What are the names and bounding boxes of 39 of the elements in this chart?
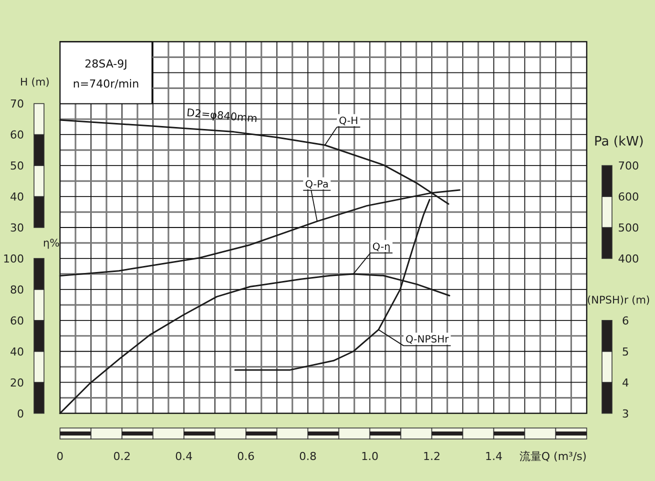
- x-tick-label: 1.4: [485, 450, 503, 463]
- x-tick-label: 1.2: [423, 450, 441, 463]
- x-tick-label: 0.8: [299, 450, 317, 463]
- y-axis-title: η%: [43, 237, 60, 250]
- y2-axis-title: (NPSH)r (m): [587, 294, 650, 306]
- x-tick-label: 0.6: [237, 450, 255, 463]
- y-tick-label: 30: [10, 222, 24, 234]
- y-tick-label: 60: [10, 128, 24, 142]
- text: Q-η: [372, 242, 391, 253]
- y2-tick-label: 3: [622, 407, 629, 420]
- text: Q-Pa: [305, 179, 329, 190]
- legend-label: Q-NPSHr: [406, 334, 450, 346]
- y-axis-title: H (m): [20, 76, 50, 89]
- x-tick-label: 0.4: [175, 450, 193, 463]
- text: Q-H: [338, 116, 358, 128]
- y-tick-label: 40: [10, 345, 24, 358]
- x-axis-title: 流量Q (m³/s): [519, 450, 587, 463]
- annotation: D2=φ840mm: [186, 107, 258, 126]
- x-tick-label: 0.2: [113, 450, 131, 463]
- y2-tick-label: 500: [618, 222, 639, 234]
- x-tick-label: 0: [56, 450, 64, 463]
- y2-tick-label: 6: [622, 314, 629, 328]
- y2-tick-label: 700: [618, 160, 639, 173]
- y-tick-label: 80: [10, 283, 24, 296]
- y-tick-label: 100: [3, 252, 24, 266]
- text: 28SA-9J: [84, 58, 128, 71]
- y2-tick-label: 400: [618, 252, 639, 266]
- y-tick-label: 40: [10, 190, 24, 204]
- y2-tick-label: 5: [622, 345, 629, 358]
- y2-tick-label: 4: [622, 376, 629, 390]
- y-tick-label: 20: [10, 376, 24, 390]
- y-tick-label: 60: [10, 314, 24, 328]
- y-tick-label: 50: [10, 160, 24, 173]
- x-tick-label: 1.0: [361, 450, 379, 463]
- y2-axis-title: Pa (kW): [594, 134, 644, 150]
- text: n=740r/min: [72, 78, 140, 91]
- y-tick-label: 70: [10, 98, 24, 111]
- y-tick-label: 0: [17, 407, 24, 420]
- y2-tick-label: 600: [618, 190, 639, 204]
